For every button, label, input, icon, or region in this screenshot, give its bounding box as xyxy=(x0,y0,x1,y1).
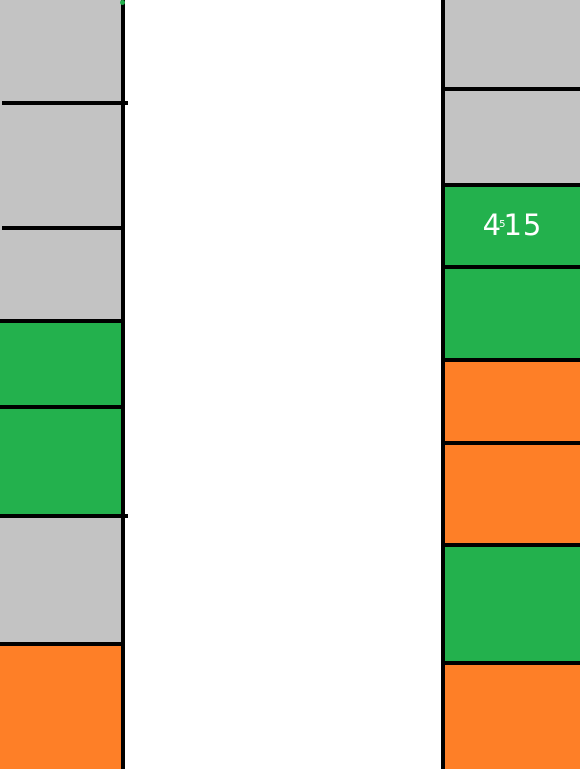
left-divider xyxy=(2,101,128,105)
cell-value-label: 4515 xyxy=(445,211,580,240)
left-wall xyxy=(121,0,125,769)
right-cell-1[interactable] xyxy=(445,0,580,89)
right-column: 4515 xyxy=(445,0,580,769)
right-cell-8[interactable] xyxy=(445,663,580,769)
left-divider xyxy=(0,405,122,409)
left-cell-1[interactable] xyxy=(0,0,122,103)
right-divider xyxy=(445,87,580,91)
right-cell-5[interactable] xyxy=(445,360,580,443)
left-cell-6[interactable] xyxy=(0,516,122,644)
right-cell-3[interactable]: 4515 xyxy=(445,185,580,267)
left-divider xyxy=(0,319,122,323)
right-wall xyxy=(441,0,445,769)
right-divider xyxy=(445,358,580,362)
right-cell-2[interactable] xyxy=(445,89,580,185)
right-cell-4[interactable] xyxy=(445,267,580,360)
digits-b: 15 xyxy=(503,208,543,242)
right-divider xyxy=(445,265,580,269)
left-column xyxy=(0,0,122,769)
right-divider xyxy=(445,543,580,547)
left-cell-5[interactable] xyxy=(0,407,122,516)
right-cell-7[interactable] xyxy=(445,545,580,663)
left-divider xyxy=(0,514,128,518)
left-cell-3[interactable] xyxy=(0,228,122,320)
right-cell-6[interactable] xyxy=(445,443,580,545)
right-divider xyxy=(445,661,580,665)
right-divider xyxy=(445,183,580,187)
digit-a: 4 xyxy=(482,208,503,242)
left-divider xyxy=(0,642,122,646)
left-cell-4[interactable] xyxy=(0,320,122,407)
green-dot-marker xyxy=(120,0,125,5)
left-cell-7[interactable] xyxy=(0,644,122,769)
right-divider xyxy=(445,441,580,445)
left-divider xyxy=(2,226,122,230)
digit-small: 5 xyxy=(499,219,507,230)
left-cell-2[interactable] xyxy=(0,103,122,228)
